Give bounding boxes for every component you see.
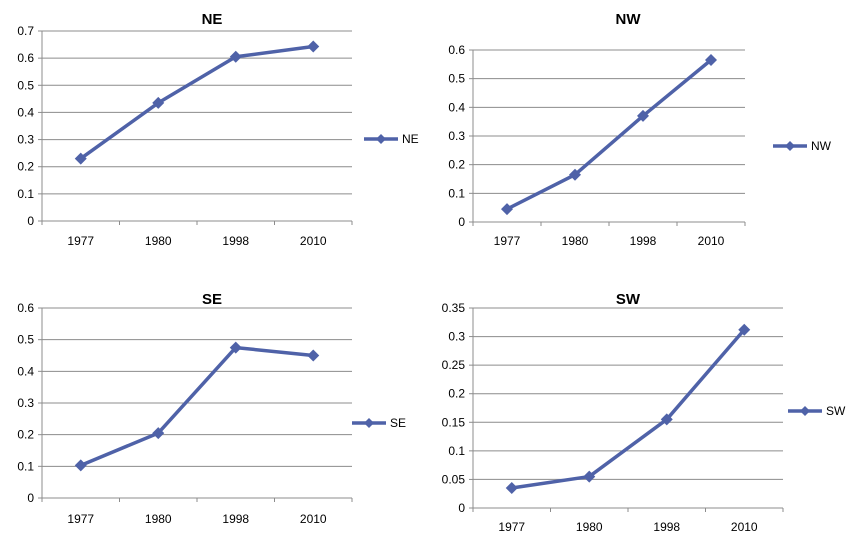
x-tick-label: 1977 [498,520,525,534]
data-point-marker [152,427,165,440]
legend-label: NW [811,139,832,153]
data-point-marker [705,54,717,67]
y-tick-label: 0 [27,491,34,505]
y-tick-label: 0.4 [448,100,465,114]
x-tick-label: 1977 [494,234,521,248]
series-line-se [80,345,314,467]
y-tick-label: 0 [458,501,465,515]
data-point-marker [307,40,320,53]
x-tick-label: 1980 [576,520,603,534]
y-tick-label: 0.1 [17,187,34,201]
legend: NE [364,132,419,146]
chart-ne: NE 0 0.1 0.2 0.3 0.4 0.5 0.6 0.7 1977 1980 1998 2010… [17,11,418,248]
data-point-marker [229,341,242,354]
y-tick-label: 0.2 [17,428,34,442]
data-point-marker [74,152,87,165]
data-point-marker [229,50,242,63]
legend-marker [364,418,374,428]
legend-marker [376,134,386,144]
data-point-marker [501,203,513,216]
series-line-ne [79,44,314,160]
y-tick-label: 0.3 [17,133,34,147]
x-tick-label: 1977 [67,512,94,526]
series-line-sw [511,328,746,490]
data-point-marker [505,482,518,494]
legend-label: SW [826,404,846,418]
y-tick-label: 0.15 [442,415,466,429]
y-tick-label: 0 [458,215,465,229]
legend-marker [785,141,795,151]
y-tick-label: 0.3 [17,396,34,410]
y-tick-label: 0.1 [448,186,465,200]
y-tick-label: 0.4 [17,364,34,378]
y-tick-label: 0.3 [448,129,465,143]
y-tick-label: 0.35 [442,301,466,315]
y-tick-label: 0.5 [17,333,34,347]
y-tick-label: 0.3 [448,330,465,344]
legend: SW [788,404,846,418]
x-tick-label: 1980 [145,234,172,248]
data-point-marker [660,413,673,426]
y-tick-label: 0.7 [17,24,34,38]
y-tick-label: 0.1 [448,444,465,458]
y-tick-label: 0.2 [17,160,34,174]
data-point-marker [583,470,596,483]
x-tick-label: 2010 [300,234,327,248]
y-tick-label: 0.05 [442,472,466,486]
x-tick-label: 1998 [222,234,249,248]
data-point-marker [738,323,751,336]
x-tick-label: 2010 [300,512,327,526]
y-tick-label: 0.1 [17,459,34,473]
y-tick-label: 0.2 [448,387,465,401]
x-tick-label: 1980 [145,512,172,526]
legend-label: NE [402,132,419,146]
x-tick-label: 1998 [222,512,249,526]
series-line-nw [506,58,713,211]
chart-nw: NW 0 0.1 0.2 0.3 0.4 0.5 0.6 1977 1980 1998 2010 NW [448,11,831,248]
legend-label: SE [390,416,406,430]
chart-title: NW [616,11,642,28]
y-tick-label: 0.6 [17,51,34,65]
data-point-marker [569,168,581,181]
chart-sw: SW 0 0.05 0.1 0.15 0.2 0.25 0.3 0.35 1977 1980 1998… [442,291,846,534]
legend: NW [773,139,832,153]
legend: SE [352,416,406,430]
x-tick-label: 2010 [698,234,725,248]
chart-title: SE [202,291,222,308]
chart-se: SE 0 0.1 0.2 0.3 0.4 0.5 0.6 1977 1980 1998 2010 SE [17,291,406,526]
data-point-marker [74,459,87,472]
y-tick-label: 0.2 [448,158,465,172]
y-tick-label: 0.6 [17,301,34,315]
x-tick-label: 2010 [731,520,758,534]
y-tick-label: 0.4 [17,105,34,119]
y-tick-label: 0.5 [17,78,34,92]
chart-title: SW [616,291,641,308]
legend-marker [800,406,810,416]
data-point-marker [152,96,165,109]
data-point-marker [307,349,320,362]
x-tick-label: 1998 [653,520,680,534]
y-tick-label: 0.5 [448,72,465,86]
y-tick-label: 0.6 [448,43,465,57]
y-tick-label: 0 [27,214,34,228]
chart-title: NE [202,11,223,28]
data-point-marker [637,109,649,122]
x-tick-label: 1980 [562,234,589,248]
x-tick-label: 1998 [630,234,657,248]
x-tick-label: 1977 [67,234,94,248]
y-tick-label: 0.25 [442,358,466,372]
